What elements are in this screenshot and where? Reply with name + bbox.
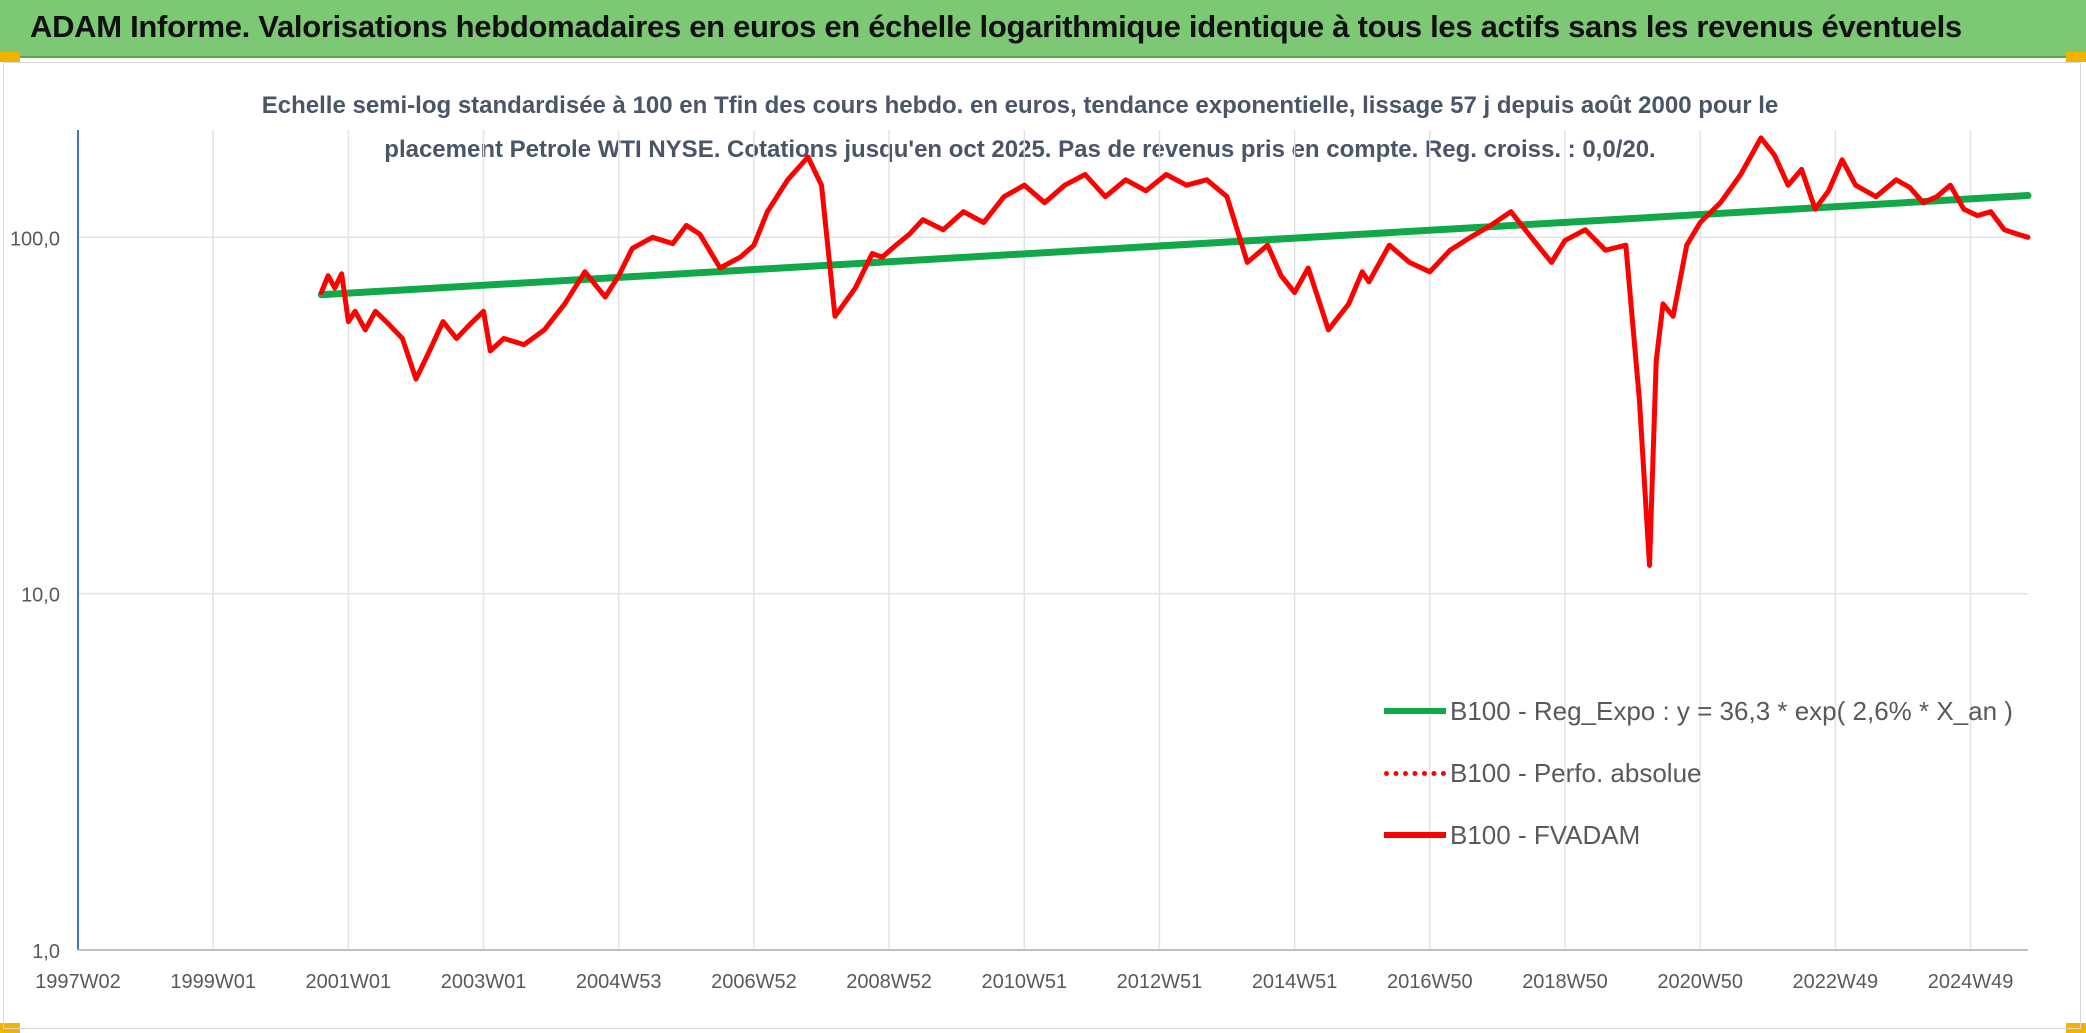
corner-marker — [2066, 52, 2086, 62]
x-tick-label: 2016W50 — [1387, 971, 1473, 993]
legend-item-fvadam: B100 - FVADAM — [1384, 804, 2024, 866]
chart-legend: B100 - Reg_Expo : y = 36,3 * exp( 2,6% *… — [1384, 680, 2024, 866]
y-tick-label: 100,0 — [10, 228, 60, 250]
series-line-trend — [317, 192, 2032, 299]
legend-label-fvadam: B100 - FVADAM — [1450, 819, 1641, 850]
x-tick-label: 2014W51 — [1252, 971, 1338, 993]
x-tick-label: 2003W01 — [441, 971, 527, 993]
header-banner: ADAM Informe. Valorisations hebdomadaire… — [0, 0, 2086, 58]
x-tick-label: 2022W49 — [1793, 971, 1879, 993]
chart-frame — [3, 62, 2081, 1029]
x-tick-label: 2004W53 — [576, 971, 662, 993]
x-tick-label: 1997W02 — [35, 971, 121, 993]
legend-label-perfo: B100 - Perfo. absolue — [1450, 757, 1702, 788]
legend-swatch-perfo — [1384, 770, 1446, 776]
y-tick-label: 10,0 — [21, 585, 60, 607]
legend-item-perfo: B100 - Perfo. absolue — [1384, 742, 2024, 804]
x-tick-label: 2001W01 — [306, 971, 392, 993]
legend-swatch-trend — [1384, 708, 1446, 714]
x-tick-label: 2020W50 — [1657, 971, 1743, 993]
legend-label-trend: B100 - Reg_Expo : y = 36,3 * exp( 2,6% *… — [1450, 695, 2013, 726]
y-tick-label: 1,0 — [32, 941, 60, 963]
series-line-fvadam — [318, 135, 2031, 568]
legend-item-trend: B100 - Reg_Expo : y = 36,3 * exp( 2,6% *… — [1384, 680, 2024, 742]
legend-swatch-fvadam — [1384, 832, 1446, 838]
x-tick-label: 2018W50 — [1522, 971, 1608, 993]
x-tick-label: 2024W49 — [1928, 971, 2014, 993]
corner-marker — [0, 52, 20, 62]
x-tick-label: 1999W01 — [170, 971, 256, 993]
page-title: ADAM Informe. Valorisations hebdomadaire… — [30, 9, 1962, 44]
chart-title-line1: Echelle semi-log standardisée à 100 en T… — [261, 92, 1779, 119]
x-tick-label: 2012W51 — [1117, 971, 1203, 993]
x-tick-label: 2008W52 — [846, 971, 932, 993]
x-tick-label: 2006W52 — [711, 971, 797, 993]
x-tick-label: 2010W51 — [981, 971, 1067, 993]
chart-title-line2: placement Petrole WTI NYSE. Cotations ju… — [384, 136, 1656, 163]
